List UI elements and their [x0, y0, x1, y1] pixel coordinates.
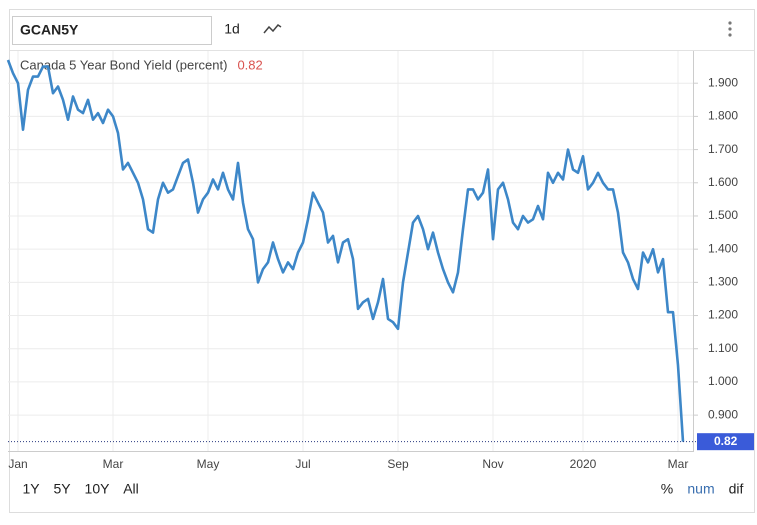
- y-tick-label: 1.700: [708, 142, 738, 156]
- range-button[interactable]: All: [123, 481, 139, 497]
- y-tick-label: 1.200: [708, 308, 738, 322]
- y-tick-label: 1.900: [708, 75, 738, 89]
- last-value-box: [697, 433, 754, 451]
- y-tick-label: 1.500: [708, 208, 738, 222]
- y-tick-label: 1.300: [708, 275, 738, 289]
- mode-button[interactable]: num: [687, 481, 714, 497]
- x-tick-label: Nov: [482, 457, 503, 471]
- ticker-input[interactable]: [12, 16, 212, 45]
- panel: [9, 9, 755, 513]
- legend-last-value: 0.82: [237, 57, 262, 72]
- x-tick-label: Jan: [8, 457, 27, 471]
- range-button[interactable]: 5Y: [53, 481, 71, 497]
- x-tick-label: May: [197, 457, 220, 471]
- mode-button[interactable]: %: [661, 481, 673, 497]
- mode-button[interactable]: dif: [729, 481, 744, 497]
- series-line: [6, 59, 685, 442]
- x-tick-label: Mar: [103, 457, 124, 471]
- y-tick-label: 0.900: [708, 407, 738, 421]
- y-tick-label: 1.600: [708, 175, 738, 189]
- y-tick-label: 1.400: [708, 241, 738, 255]
- x-tick-label: Mar: [668, 457, 689, 471]
- range-button[interactable]: 10Y: [85, 481, 111, 497]
- last-value-label: 0.82: [714, 434, 738, 448]
- menu-icon[interactable]: [728, 21, 732, 37]
- range-button[interactable]: 1Y: [22, 481, 40, 497]
- chart-type-icon[interactable]: [263, 24, 282, 34]
- y-tick-label: 1.000: [708, 374, 738, 388]
- y-tick-label: 1.800: [708, 109, 738, 123]
- x-tick-label: 2020: [570, 457, 597, 471]
- interval-button[interactable]: 1d: [224, 21, 240, 37]
- series-name: Canada 5 Year Bond Yield (percent): [20, 57, 227, 72]
- x-tick-label: Jul: [295, 457, 310, 471]
- grid: [8, 51, 693, 451]
- y-tick-label: 1.100: [708, 341, 738, 355]
- x-tick-label: Sep: [387, 457, 409, 471]
- ticker: GCAN5Y: [20, 22, 79, 38]
